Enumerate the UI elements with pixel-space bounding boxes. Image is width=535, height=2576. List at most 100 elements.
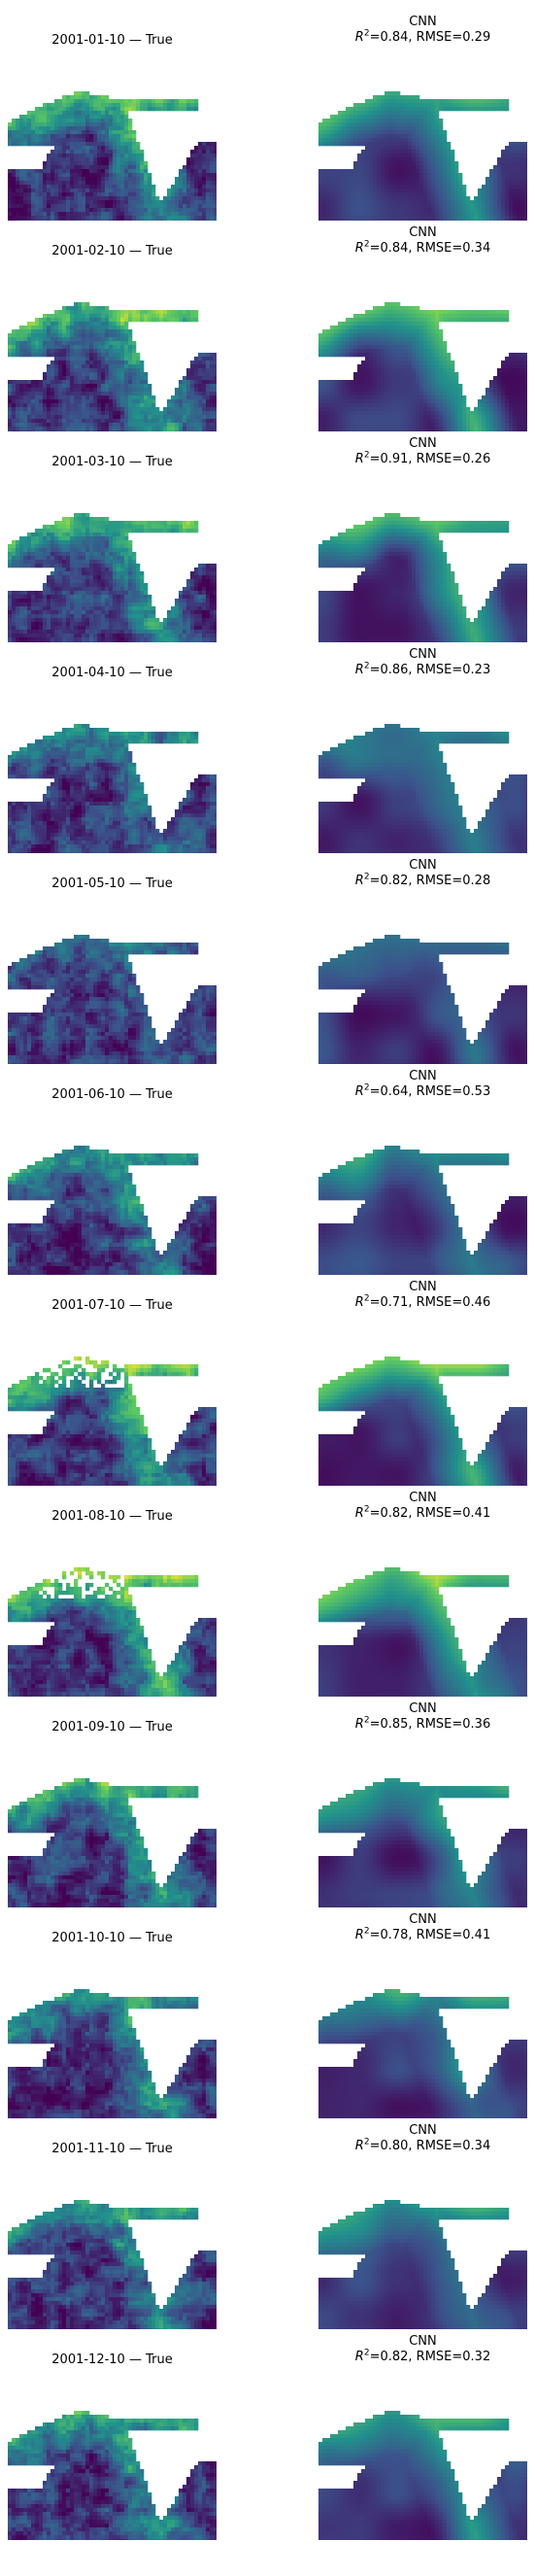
heatmap-cell	[396, 192, 401, 197]
heatmap-cell	[423, 376, 428, 381]
heatmap-cell	[124, 107, 129, 112]
heatmap-cell	[400, 318, 405, 323]
heatmap-cell	[78, 353, 83, 358]
heatmap-cell	[388, 376, 393, 381]
heatmap-cell	[136, 399, 141, 404]
heatmap-cell	[82, 154, 86, 158]
heatmap-cell	[404, 372, 409, 377]
heatmap-cell	[35, 380, 40, 385]
heatmap-cell	[427, 157, 432, 162]
heatmap-cell	[357, 333, 362, 338]
heatmap-cell	[458, 216, 463, 221]
heatmap-cell	[482, 212, 486, 217]
heatmap-cell	[431, 185, 436, 189]
heatmap-cell	[346, 407, 351, 412]
heatmap-cell	[326, 399, 331, 404]
heatmap-cell	[70, 212, 75, 217]
heatmap-cell	[16, 119, 20, 123]
heatmap-cell	[151, 419, 156, 424]
heatmap-cell	[419, 169, 424, 174]
heatmap-cell	[396, 341, 401, 346]
heatmap-cell	[388, 318, 393, 323]
heatmap-cell	[120, 427, 125, 431]
heatmap-cell	[132, 185, 137, 189]
heatmap-cell	[485, 208, 490, 213]
heatmap-cell	[82, 361, 86, 365]
heatmap-cell	[186, 372, 191, 377]
heatmap-cell	[408, 157, 413, 162]
heatmap-cell	[144, 181, 149, 186]
heatmap-cell	[70, 318, 75, 323]
heatmap-cell	[89, 403, 94, 408]
heatmap-cell	[50, 173, 55, 178]
heatmap-cell	[19, 212, 24, 217]
true-panel-title: 2001-02-10 — True	[8, 244, 217, 258]
heatmap-cell	[85, 392, 90, 396]
heatmap-cell	[408, 337, 413, 342]
heatmap-cell	[97, 314, 102, 319]
heatmap-cell	[8, 349, 13, 354]
heatmap-cell	[210, 357, 215, 361]
heatmap-cell	[78, 130, 83, 135]
heatmap-cell	[31, 173, 36, 178]
heatmap-cell	[54, 364, 59, 369]
heatmap-cell	[27, 192, 32, 197]
heatmap-cell	[19, 115, 24, 120]
heatmap-cell	[163, 196, 168, 201]
heatmap-cell	[454, 204, 459, 209]
heatmap-cell	[16, 169, 20, 174]
heatmap-cell	[202, 407, 207, 412]
heatmap-cell	[419, 189, 424, 193]
heatmap-cell	[167, 399, 172, 404]
heatmap-cell	[105, 318, 110, 323]
heatmap-cell	[101, 95, 106, 100]
heatmap-cell	[120, 126, 125, 131]
heatmap-cell	[101, 196, 106, 201]
heatmap-cell	[97, 399, 102, 404]
heatmap-cell	[136, 204, 141, 209]
heatmap-cell	[202, 395, 207, 400]
heatmap-cell	[431, 111, 436, 116]
heatmap-cell	[369, 161, 374, 166]
heatmap-cell	[50, 122, 55, 127]
heatmap-cell	[350, 329, 354, 334]
heatmap-cell	[148, 181, 152, 186]
heatmap-cell	[396, 95, 401, 100]
heatmap-cell	[109, 361, 114, 365]
heatmap-cell	[338, 403, 343, 408]
heatmap-cell	[140, 99, 145, 104]
heatmap-cell	[136, 419, 141, 424]
heatmap-cell	[8, 384, 13, 389]
heatmap-cell	[353, 177, 358, 182]
heatmap-cell	[365, 333, 370, 338]
heatmap-cell	[497, 380, 502, 385]
heatmap-cell	[128, 411, 133, 416]
heatmap-cell	[82, 337, 86, 342]
heatmap-cell	[85, 388, 90, 393]
heatmap-cell	[74, 150, 79, 155]
heatmap-cell	[396, 161, 401, 166]
heatmap-cell	[423, 181, 428, 186]
heatmap-cell	[419, 403, 424, 408]
heatmap-cell	[357, 196, 362, 201]
heatmap-cell	[198, 364, 203, 369]
heatmap-cell	[373, 349, 378, 354]
heatmap-cell	[377, 208, 382, 213]
heatmap-cell	[416, 107, 420, 112]
heatmap-cell	[66, 341, 71, 346]
heatmap-cell	[408, 196, 413, 201]
metrics-text: =0.84, RMSE=0.34	[370, 241, 491, 256]
heatmap-cell	[105, 192, 110, 197]
heatmap-cell	[113, 204, 117, 209]
heatmap-cell	[27, 388, 32, 393]
heatmap-cell	[427, 134, 432, 139]
heatmap-cell	[392, 216, 397, 221]
heatmap-cell	[392, 333, 397, 338]
heatmap-cell	[50, 216, 55, 221]
heatmap-cell	[31, 189, 36, 193]
heatmap-cell	[353, 204, 358, 209]
heatmap-cell	[334, 326, 339, 330]
heatmap-cell	[214, 376, 217, 381]
heatmap-cell	[427, 395, 432, 400]
heatmap-cell	[400, 403, 405, 408]
